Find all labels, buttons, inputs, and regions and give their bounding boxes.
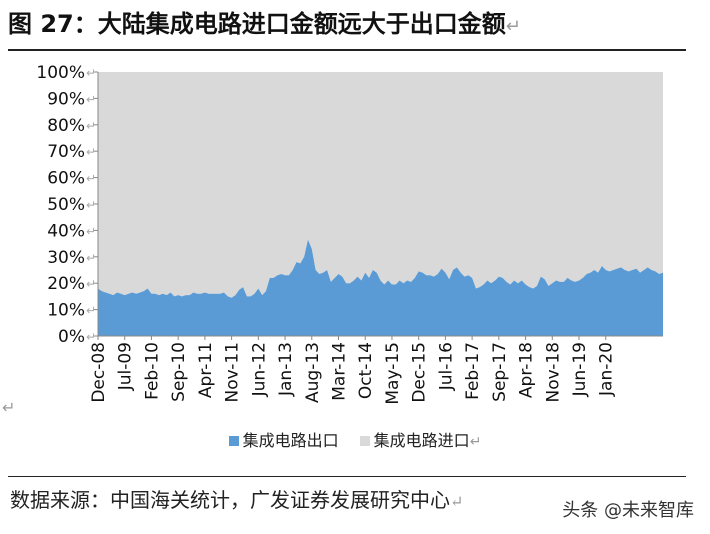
- watermark-text: 头条 @未来智库: [560, 496, 696, 522]
- y-tick-label: 60%: [47, 169, 85, 189]
- y-tick-label: 50%: [47, 195, 85, 215]
- y-tick-label: 30%: [47, 248, 85, 268]
- y-tick-label: 90%: [47, 89, 85, 109]
- y-tick-return-mark: ↵: [86, 277, 96, 291]
- x-tick-label: Nov-18: [543, 342, 563, 403]
- y-tick-return-mark: ↵: [86, 119, 96, 133]
- x-tick-label: Sep-17: [490, 342, 510, 402]
- legend-swatch-import: [359, 436, 370, 446]
- legend-label-export: 集成电路出口: [242, 431, 339, 450]
- legend-item-export: 集成电路出口: [228, 427, 339, 451]
- chart-legend: 集成电路出口 集成电路进口↵: [0, 427, 710, 451]
- y-tick-label: 70%: [47, 142, 85, 162]
- y-tick-label: 0%: [58, 327, 85, 347]
- x-tick-label: Nov-11: [223, 342, 243, 403]
- x-tick-label: Jun-19: [570, 342, 590, 397]
- source-divider: [8, 476, 686, 477]
- x-tick-label: Feb-17: [463, 342, 483, 400]
- return-mark-source: ↵: [450, 492, 464, 511]
- y-tick-return-mark: ↵: [86, 172, 96, 186]
- legend-label-import: 集成电路进口: [373, 431, 470, 450]
- title-divider: [8, 49, 686, 51]
- y-tick-return-mark: ↵: [86, 145, 96, 159]
- series-area-export: [98, 239, 663, 336]
- x-tick-label: Mar-14: [330, 342, 350, 401]
- y-tick-return-mark: ↵: [86, 330, 96, 344]
- legend-item-import: 集成电路进口↵: [359, 427, 482, 451]
- return-mark-left: ↵: [2, 398, 16, 417]
- y-tick-return-mark: ↵: [86, 198, 96, 212]
- y-tick-label: 40%: [47, 221, 85, 241]
- x-tick-label: Jul-09: [116, 342, 136, 391]
- x-tick-label: Apr-18: [517, 342, 537, 398]
- return-mark-title: ↵: [505, 16, 521, 37]
- legend-swatch-export: [228, 436, 239, 446]
- x-tick-label: Jul-16: [436, 342, 456, 391]
- y-tick-return-mark: ↵: [86, 224, 96, 238]
- y-tick-return-mark: ↵: [86, 304, 96, 318]
- y-tick-return-mark: ↵: [86, 66, 96, 80]
- y-tick-label: 80%: [47, 116, 85, 136]
- x-tick-label: Oct-14: [356, 342, 376, 399]
- x-tick-label: Dec-15: [410, 342, 430, 403]
- chart-title: 图 27：大陆集成电路进口金额远大于出口金额↵: [8, 10, 521, 38]
- area-chart: 0% ↵10% ↵20% ↵30% ↵40% ↵50% ↵60% ↵70% ↵80% ↵90% ↵1…: [36, 63, 663, 405]
- series-area-import: [98, 72, 663, 298]
- source-note: 数据来源：中国海关统计，广发证券发展研究中心↵: [10, 488, 464, 512]
- x-tick-label: Sep-10: [169, 342, 189, 402]
- x-tick-label: Aug-13: [303, 342, 323, 403]
- y-tick-return-mark: ↵: [86, 251, 96, 265]
- y-tick-label: 20%: [47, 274, 85, 294]
- x-tick-label: Jan-20: [597, 342, 617, 397]
- y-tick-label: 10%: [47, 301, 85, 321]
- x-tick-label: Feb-10: [142, 342, 162, 400]
- y-tick-return-mark: ↵: [86, 92, 96, 106]
- x-tick-label: Jun-12: [249, 342, 269, 397]
- y-tick-label: 100%: [36, 63, 85, 83]
- x-tick-label: Dec-08: [89, 342, 109, 403]
- x-tick-label: Apr-11: [196, 342, 216, 398]
- x-tick-label: Jan-13: [276, 342, 296, 397]
- x-tick-label: May-15: [383, 342, 403, 405]
- return-mark-legend: ↵: [469, 434, 482, 450]
